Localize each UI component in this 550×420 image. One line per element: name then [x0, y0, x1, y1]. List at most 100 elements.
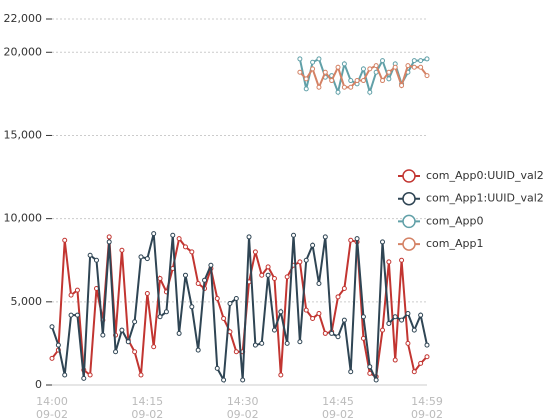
point: [106, 239, 112, 245]
point: [144, 256, 150, 262]
point: [310, 315, 316, 321]
point: [297, 56, 303, 62]
point: [87, 372, 93, 378]
point: [208, 262, 214, 268]
point: [113, 349, 119, 355]
point: [170, 232, 176, 238]
point: [265, 272, 271, 278]
point: [291, 232, 297, 238]
point: [405, 310, 411, 316]
point: [418, 360, 424, 366]
point: [399, 257, 405, 263]
point: [341, 61, 347, 67]
point: [49, 355, 55, 361]
point: [303, 86, 309, 92]
point: [278, 309, 284, 315]
legend-label: com_App1:UUID_val2: [426, 192, 544, 205]
point: [151, 344, 157, 350]
legend-label: com_App1: [426, 237, 483, 250]
point: [335, 294, 341, 300]
point: [360, 66, 366, 72]
point: [411, 369, 417, 375]
point: [348, 84, 354, 90]
point: [144, 291, 150, 296]
x-tick-time: 14:59: [411, 395, 443, 408]
point: [354, 236, 360, 242]
point: [367, 89, 373, 95]
y-tick-label: 0: [35, 378, 42, 391]
point: [367, 364, 373, 370]
point: [182, 272, 188, 278]
point: [132, 349, 138, 355]
point: [195, 347, 201, 353]
point: [424, 354, 430, 360]
point: [386, 76, 392, 82]
point: [87, 252, 93, 258]
x-tick-time: 14:15: [131, 395, 163, 408]
point: [424, 342, 430, 348]
point: [303, 76, 309, 82]
point: [373, 63, 379, 69]
point: [310, 59, 316, 65]
legend-icon: [402, 169, 416, 183]
point: [418, 64, 424, 70]
point: [348, 78, 354, 84]
point: [360, 314, 366, 320]
point: [418, 58, 424, 64]
point: [341, 286, 347, 292]
point: [411, 58, 417, 64]
x-tick-label: 14:00 09-02: [36, 395, 68, 420]
point: [297, 69, 303, 75]
point: [392, 357, 398, 363]
x-tick-date: 09-02: [227, 408, 259, 420]
point: [411, 64, 417, 70]
point: [335, 64, 341, 70]
point: [214, 295, 220, 301]
point: [341, 84, 347, 90]
point: [68, 312, 74, 318]
point: [310, 66, 316, 72]
point: [214, 365, 220, 371]
point: [176, 330, 182, 336]
point: [93, 257, 99, 263]
point: [284, 340, 290, 346]
point: [373, 377, 379, 383]
legend-label: com_App0:UUID_val2: [426, 169, 544, 182]
point: [386, 69, 392, 75]
y-tick-label: 5,000: [11, 295, 43, 308]
point: [176, 236, 182, 242]
point: [367, 370, 373, 376]
x-tick-label: 14:45 09-02: [322, 395, 354, 420]
point: [405, 63, 411, 69]
y-tick-label: 22,000: [4, 12, 43, 25]
legend-icon: [402, 237, 416, 251]
point: [189, 304, 195, 310]
point: [62, 372, 68, 378]
point: [240, 377, 246, 383]
point: [316, 310, 322, 316]
point: [100, 332, 106, 338]
x-tick-time: 14:00: [36, 395, 68, 408]
point: [227, 300, 233, 306]
point: [259, 272, 265, 278]
point: [310, 242, 316, 248]
point: [163, 309, 169, 315]
point: [119, 247, 125, 253]
point: [195, 281, 201, 287]
point: [322, 330, 328, 336]
point: [265, 264, 271, 270]
point: [62, 237, 68, 243]
point: [341, 317, 347, 323]
point: [303, 257, 309, 263]
point: [367, 66, 373, 72]
x-tick-date: 09-02: [36, 408, 68, 420]
point: [322, 234, 328, 240]
legend-icon: [402, 191, 416, 206]
point: [405, 340, 411, 346]
x-tick-label: 14:59 09-02: [411, 395, 443, 420]
point: [278, 372, 284, 378]
point: [55, 342, 61, 348]
point: [297, 259, 303, 265]
x-tick-time: 14:30: [227, 395, 259, 408]
